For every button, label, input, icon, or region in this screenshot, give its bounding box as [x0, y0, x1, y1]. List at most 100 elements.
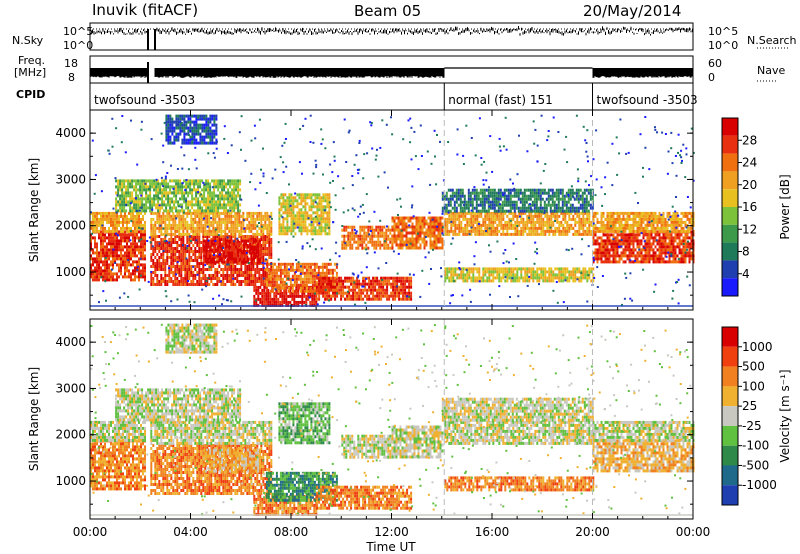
heatmap-cell [136, 233, 138, 237]
heatmap-cell [546, 270, 549, 274]
heatmap-cell [162, 265, 165, 268]
heatmap-cell [380, 288, 383, 292]
heatmap-cell [122, 254, 124, 258]
heatmap-cell [441, 216, 444, 220]
heatmap-cell [342, 279, 345, 283]
heatmap-cell [237, 239, 240, 243]
heatmap-cell [344, 279, 347, 283]
heatmap-cell [656, 230, 659, 234]
heatmap-cell [134, 223, 136, 227]
heatmap-cell [502, 214, 505, 218]
heatmap-cell [174, 223, 177, 227]
heatmap-cell [296, 202, 299, 206]
heatmap-cell [399, 246, 402, 250]
heatmap-cell [228, 217, 231, 221]
heatmap-cell [174, 241, 177, 244]
heatmap-cell [590, 270, 593, 274]
heatmap-cell [624, 239, 627, 243]
heatmap-cell [138, 275, 140, 279]
heatmap-cell [154, 211, 157, 215]
heatmap-cell [399, 237, 402, 241]
heatmap-cell [248, 229, 251, 233]
heatmap-cell [385, 246, 388, 250]
heatmap-cell [172, 214, 175, 218]
heatmap-cell [140, 217, 142, 221]
heatmap-cell [636, 239, 639, 243]
heatmap-cell [433, 246, 436, 250]
heatmap-cell [650, 211, 653, 215]
heatmap-cell [174, 253, 177, 256]
heatmap-cell [387, 243, 390, 247]
heatmap-cell [313, 297, 316, 301]
heatmap-cell [419, 237, 422, 241]
heatmap-cell [200, 256, 203, 259]
heatmap-cell [265, 268, 268, 272]
heatmap-cell [322, 208, 325, 212]
heatmap-cell [306, 229, 309, 233]
heatmap-cell [311, 268, 314, 272]
heatmap-cell [222, 280, 225, 283]
heatmap-cell [296, 217, 299, 221]
heatmap-cell [584, 232, 587, 236]
heatmap-cell [229, 260, 232, 264]
heatmap-cell [328, 199, 331, 203]
heatmap-cell [401, 216, 404, 220]
heatmap-cell [431, 240, 434, 244]
heatmap-cell [478, 211, 481, 215]
heatmap-cell [194, 220, 197, 224]
heatmap-cell [492, 211, 495, 215]
heatmap-cell [441, 246, 444, 250]
heatmap-cell [168, 271, 171, 274]
heatmap-cell [614, 260, 617, 264]
heatmap-cell [556, 267, 559, 271]
heatmap-cell [226, 238, 229, 241]
cpid-segment-label: twofsound -3503 [597, 93, 698, 107]
heatmap-cell [354, 291, 357, 295]
heatmap-cell [568, 217, 571, 221]
heatmap-cell [224, 274, 227, 277]
heatmap-cell [289, 300, 292, 304]
heatmap-cell [592, 226, 595, 230]
heatmap-cell [253, 245, 256, 249]
heatmap-cell [285, 300, 288, 304]
heatmap-cell [370, 288, 373, 292]
heatmap-cell [594, 239, 597, 243]
heatmap-cell [315, 300, 318, 304]
heatmap-cell [298, 193, 301, 197]
heatmap-cell [349, 243, 352, 247]
heatmap-cell [486, 276, 489, 280]
heatmap-cell [240, 238, 243, 241]
heatmap-cell [200, 268, 203, 271]
heatmap-cell [672, 242, 675, 246]
heatmap-cell [403, 240, 406, 244]
heatmap-cell [261, 297, 264, 301]
heatmap-cell [413, 228, 416, 232]
heatmap-cell [242, 274, 245, 277]
heatmap-cell [444, 211, 447, 215]
heatmap-cell [496, 217, 499, 221]
heatmap-cell [238, 229, 241, 233]
heatmap-cell [142, 245, 144, 249]
heatmap-cell [534, 211, 537, 215]
heatmap-cell [122, 220, 124, 224]
heatmap-cell [184, 244, 187, 247]
heatmap-cell [112, 278, 114, 282]
heatmap-cell [450, 226, 453, 230]
heatmap-cell [279, 283, 282, 287]
heatmap-cell [298, 211, 301, 215]
heatmap-cell [540, 214, 543, 218]
heatmap-cell [584, 217, 587, 221]
heatmap-cell [172, 259, 175, 262]
heatmap-cell [198, 256, 201, 259]
heatmap-cell [448, 276, 451, 280]
heatmap-cell [230, 274, 233, 277]
heatmap-cell [608, 239, 611, 243]
heatmap-cell [257, 260, 260, 264]
heatmap-cell [279, 271, 282, 275]
heatmap-cell [600, 223, 603, 227]
heatmap-cell [249, 251, 252, 255]
heatmap-cell [293, 274, 296, 278]
heatmap-cell [320, 279, 323, 283]
heatmap-cell [301, 277, 304, 281]
heatmap-cell [560, 229, 563, 233]
